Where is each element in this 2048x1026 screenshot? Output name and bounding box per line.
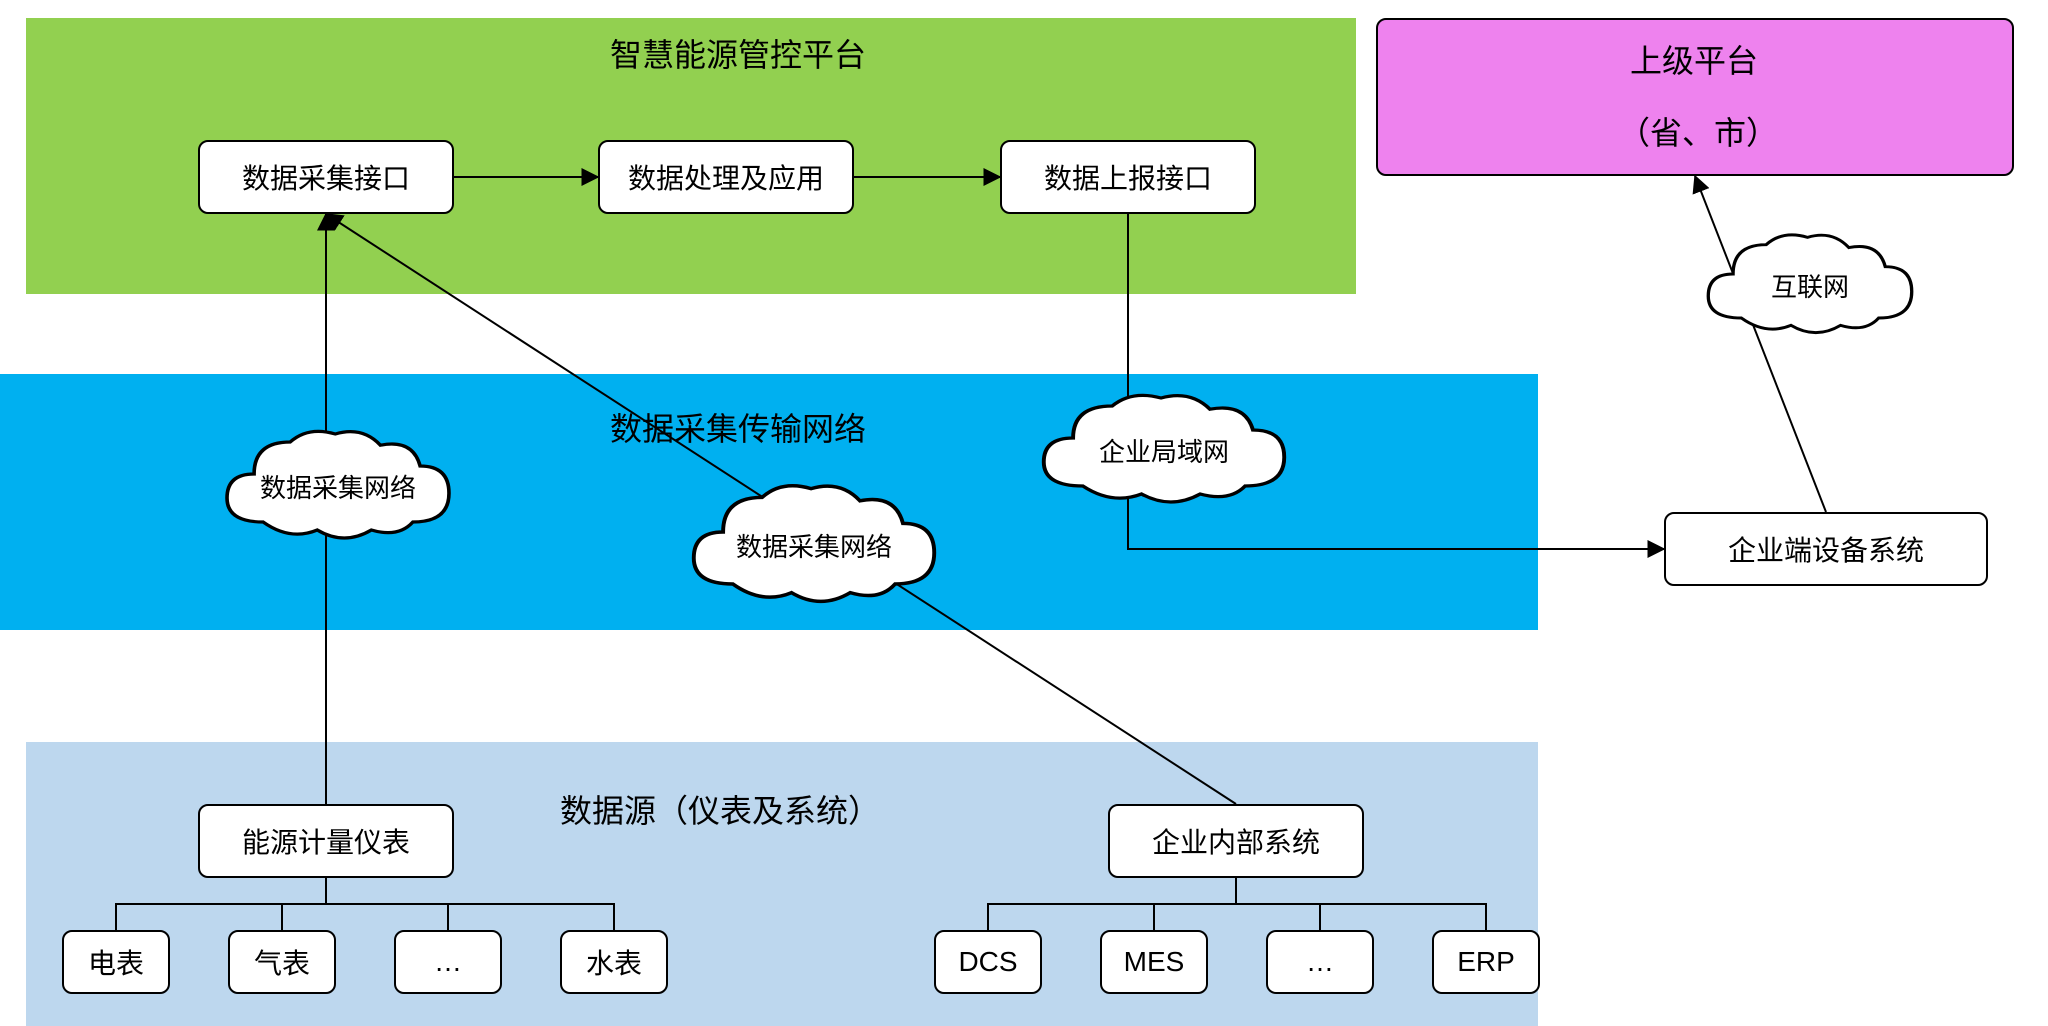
box-label: ERP (1457, 946, 1515, 978)
cloud-label: 企业局域网 (1099, 432, 1229, 469)
box-meter-water: 水表 (560, 930, 668, 994)
box-meter-dots: … (394, 930, 502, 994)
title-blue: 数据采集传输网络 (610, 404, 866, 450)
box-label: 企业内部系统 (1152, 821, 1320, 861)
box-sys-mes: MES (1100, 930, 1208, 994)
box-label: 气表 (254, 942, 310, 982)
cloud-net-lan: 企业局域网 (1034, 390, 1294, 510)
box-sys-erp: ERP (1432, 930, 1540, 994)
cloud-net-left: 数据采集网络 (218, 426, 458, 546)
box-label: … (1306, 946, 1334, 978)
box-label: 数据上报接口 (1044, 157, 1212, 197)
box-process: 数据处理及应用 (598, 140, 854, 214)
cloud-label: 互联网 (1771, 267, 1849, 304)
box-label: … (434, 946, 462, 978)
box-label: 电表 (88, 942, 144, 982)
box-label: 水表 (586, 942, 642, 982)
cloud-net-mid: 数据采集网络 (684, 480, 944, 610)
title-green: 智慧能源管控平台 (610, 30, 866, 76)
box-collect-if: 数据采集接口 (198, 140, 454, 214)
box-sys-dcs: DCS (934, 930, 1042, 994)
box-meter-gas: 气表 (228, 930, 336, 994)
box-meter-group: 能源计量仪表 (198, 804, 454, 878)
box-report-if: 数据上报接口 (1000, 140, 1256, 214)
box-sys-group: 企业内部系统 (1108, 804, 1364, 878)
cloud-internet: 互联网 (1700, 230, 1920, 340)
box-label: 企业端设备系统 (1728, 529, 1924, 569)
box-sys-dots: … (1266, 930, 1374, 994)
box-label: 数据采集接口 (242, 157, 410, 197)
box-label: MES (1124, 946, 1185, 978)
subtitle-violet: （省、市） (1618, 108, 1778, 154)
title-light: 数据源（仪表及系统） (560, 786, 880, 832)
box-label: DCS (958, 946, 1017, 978)
box-label: 能源计量仪表 (242, 821, 410, 861)
title-violet: 上级平台 (1630, 36, 1758, 82)
box-enterprise-dev: 企业端设备系统 (1664, 512, 1988, 586)
cloud-label: 数据采集网络 (260, 468, 416, 505)
cloud-label: 数据采集网络 (736, 527, 892, 564)
box-meter-elec: 电表 (62, 930, 170, 994)
box-label: 数据处理及应用 (628, 157, 824, 197)
